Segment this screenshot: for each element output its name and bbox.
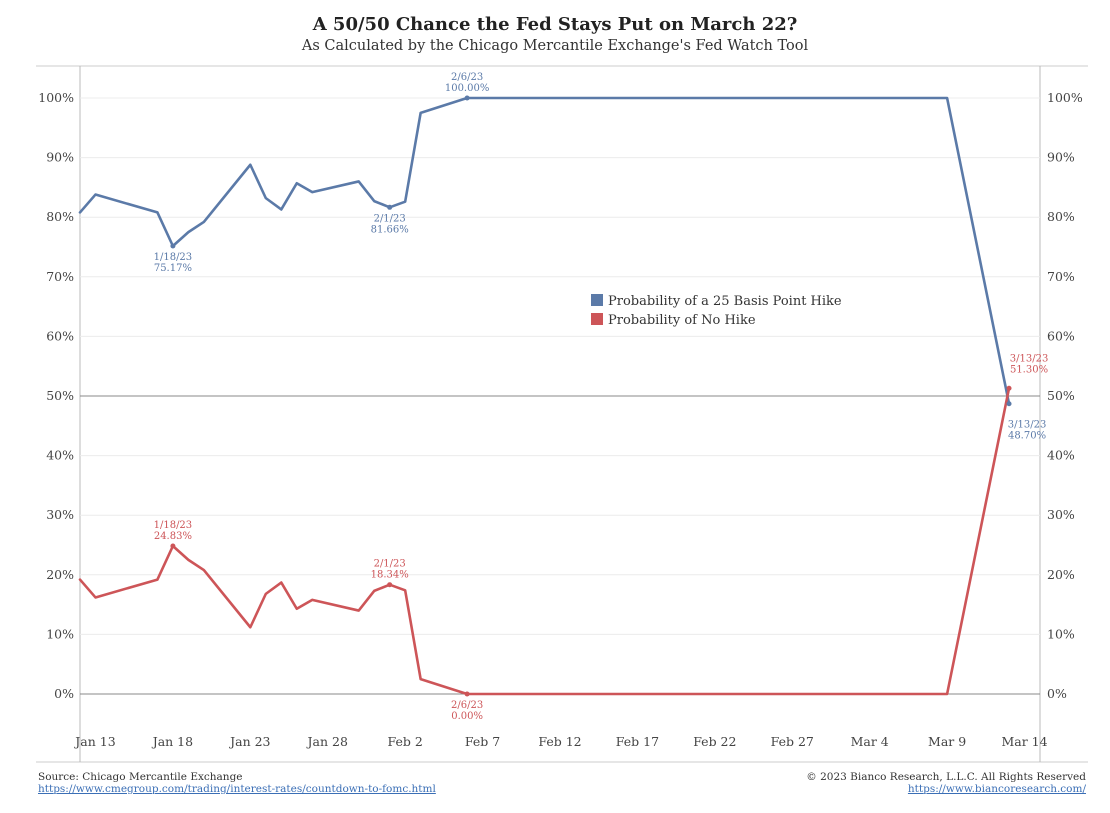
annotation-point [387, 582, 393, 588]
y-tick-label-left: 0% [54, 686, 74, 701]
x-tick-labels: Jan 13 Jan 18 Jan 23 Jan 28 Feb 2 Feb 7 Feb 12… [73, 734, 1047, 749]
legend-label: Probability of a 25 Basis Point Hike [608, 294, 842, 309]
y-tick-label-left: 90% [46, 150, 74, 165]
annotation-value: 75.17% [154, 263, 192, 274]
annotation-date: 3/13/23 [1008, 420, 1047, 431]
x-tick-label: Mar 4 [851, 734, 889, 749]
annotation-date: 1/18/23 [154, 520, 193, 531]
y-tick-label-left: 40% [46, 448, 74, 463]
y-tick-label-right: 40% [1047, 448, 1075, 463]
annotation-date: 2/1/23 [374, 559, 406, 570]
legend-swatch [591, 294, 603, 306]
y-tick-label-right: 70% [1047, 269, 1075, 284]
y-tick-label-left: 100% [38, 90, 74, 105]
x-tick-label: Jan 13 [73, 734, 115, 749]
y-tick-label-right: 60% [1047, 328, 1075, 343]
legend-swatch [591, 313, 603, 325]
x-tick-label: Feb 17 [616, 734, 659, 749]
footer-copyright: © 2023 Bianco Research, L.L.C. All Right… [806, 771, 1086, 795]
x-tick-label: Feb 7 [465, 734, 500, 749]
annotation-point [387, 204, 393, 210]
x-tick-label: Feb 12 [538, 734, 581, 749]
annotations: 1/18/2375.17%2/1/2381.66%2/6/23100.00%3/… [154, 72, 1049, 722]
y-tick-label-left: 60% [46, 328, 74, 343]
annotation-value: 18.34% [371, 570, 409, 581]
annotation-value: 24.83% [154, 531, 192, 542]
y-tick-label-left: 70% [46, 269, 74, 284]
annotation-date: 2/6/23 [451, 72, 483, 83]
y-tick-label-left: 10% [46, 626, 74, 641]
annotation-point [1006, 401, 1012, 407]
annotation-value: 0.00% [451, 711, 483, 722]
y-tick-label-right: 50% [1047, 388, 1075, 403]
y-tick-labels-right: 0% 10% 20% 30% 40% 50% 60% 70% 80% 90% 100% [1047, 90, 1083, 701]
annotation-date: 2/6/23 [451, 700, 483, 711]
site-link[interactable]: https://www.biancoresearch.com/ [907, 783, 1086, 795]
footer-source: Source: Chicago Mercantile Exchange http… [38, 771, 436, 795]
x-tick-label: Jan 23 [228, 734, 270, 749]
x-tick-label: Feb 27 [771, 734, 814, 749]
series-line [78, 96, 1011, 406]
annotation-point [170, 543, 176, 549]
y-tick-label-left: 20% [46, 567, 74, 582]
y-tick-label-right: 0% [1047, 686, 1067, 701]
y-tick-label-right: 90% [1047, 150, 1075, 165]
legend-label: Probability of No Hike [608, 313, 756, 328]
y-tick-labels-left: 0% 10% 20% 30% 40% 50% 60% 70% 80% 90% 100% [38, 90, 74, 701]
chart-subtitle: As Calculated by the Chicago Mercantile … [301, 38, 809, 54]
x-tick-label: Jan 18 [151, 734, 193, 749]
x-tick-label: Mar 14 [1001, 734, 1047, 749]
annotation-value: 48.70% [1008, 431, 1046, 442]
x-tick-label: Mar 9 [928, 734, 966, 749]
y-tick-label-left: 80% [46, 209, 74, 224]
chart-title: A 50/50 Chance the Fed Stays Put on Marc… [312, 14, 798, 35]
series-hike [78, 96, 1011, 406]
annotation-value: 100.00% [445, 83, 490, 94]
annotation-date: 2/1/23 [374, 213, 406, 224]
annotation-value: 51.30% [1010, 364, 1048, 375]
annotation-point [464, 95, 470, 101]
annotation-date: 1/18/23 [154, 252, 193, 263]
annotation-value: 81.66% [371, 224, 409, 235]
legend: Probability of a 25 Basis Point Hike Prob… [591, 294, 842, 328]
series-line [78, 386, 1011, 696]
y-tick-label-right: 20% [1047, 567, 1075, 582]
series-no-hike [78, 386, 1011, 696]
y-tick-label-right: 80% [1047, 209, 1075, 224]
source-text: Source: Chicago Mercantile Exchange [38, 771, 243, 783]
y-tick-label-right: 30% [1047, 507, 1075, 522]
x-tick-label: Jan 28 [306, 734, 348, 749]
annotation-date: 3/13/23 [1010, 353, 1049, 364]
y-tick-label-left: 50% [46, 388, 74, 403]
source-link[interactable]: https://www.cmegroup.com/trading/interes… [38, 783, 436, 795]
x-tick-label: Feb 22 [693, 734, 736, 749]
annotation-point [464, 691, 470, 697]
y-tick-label-left: 30% [46, 507, 74, 522]
y-tick-label-right: 100% [1047, 90, 1083, 105]
copyright-text: © 2023 Bianco Research, L.L.C. All Right… [806, 771, 1086, 783]
annotation-point [170, 243, 176, 249]
y-tick-label-right: 10% [1047, 626, 1075, 641]
annotation-point [1006, 385, 1012, 391]
x-tick-label: Feb 2 [387, 734, 422, 749]
